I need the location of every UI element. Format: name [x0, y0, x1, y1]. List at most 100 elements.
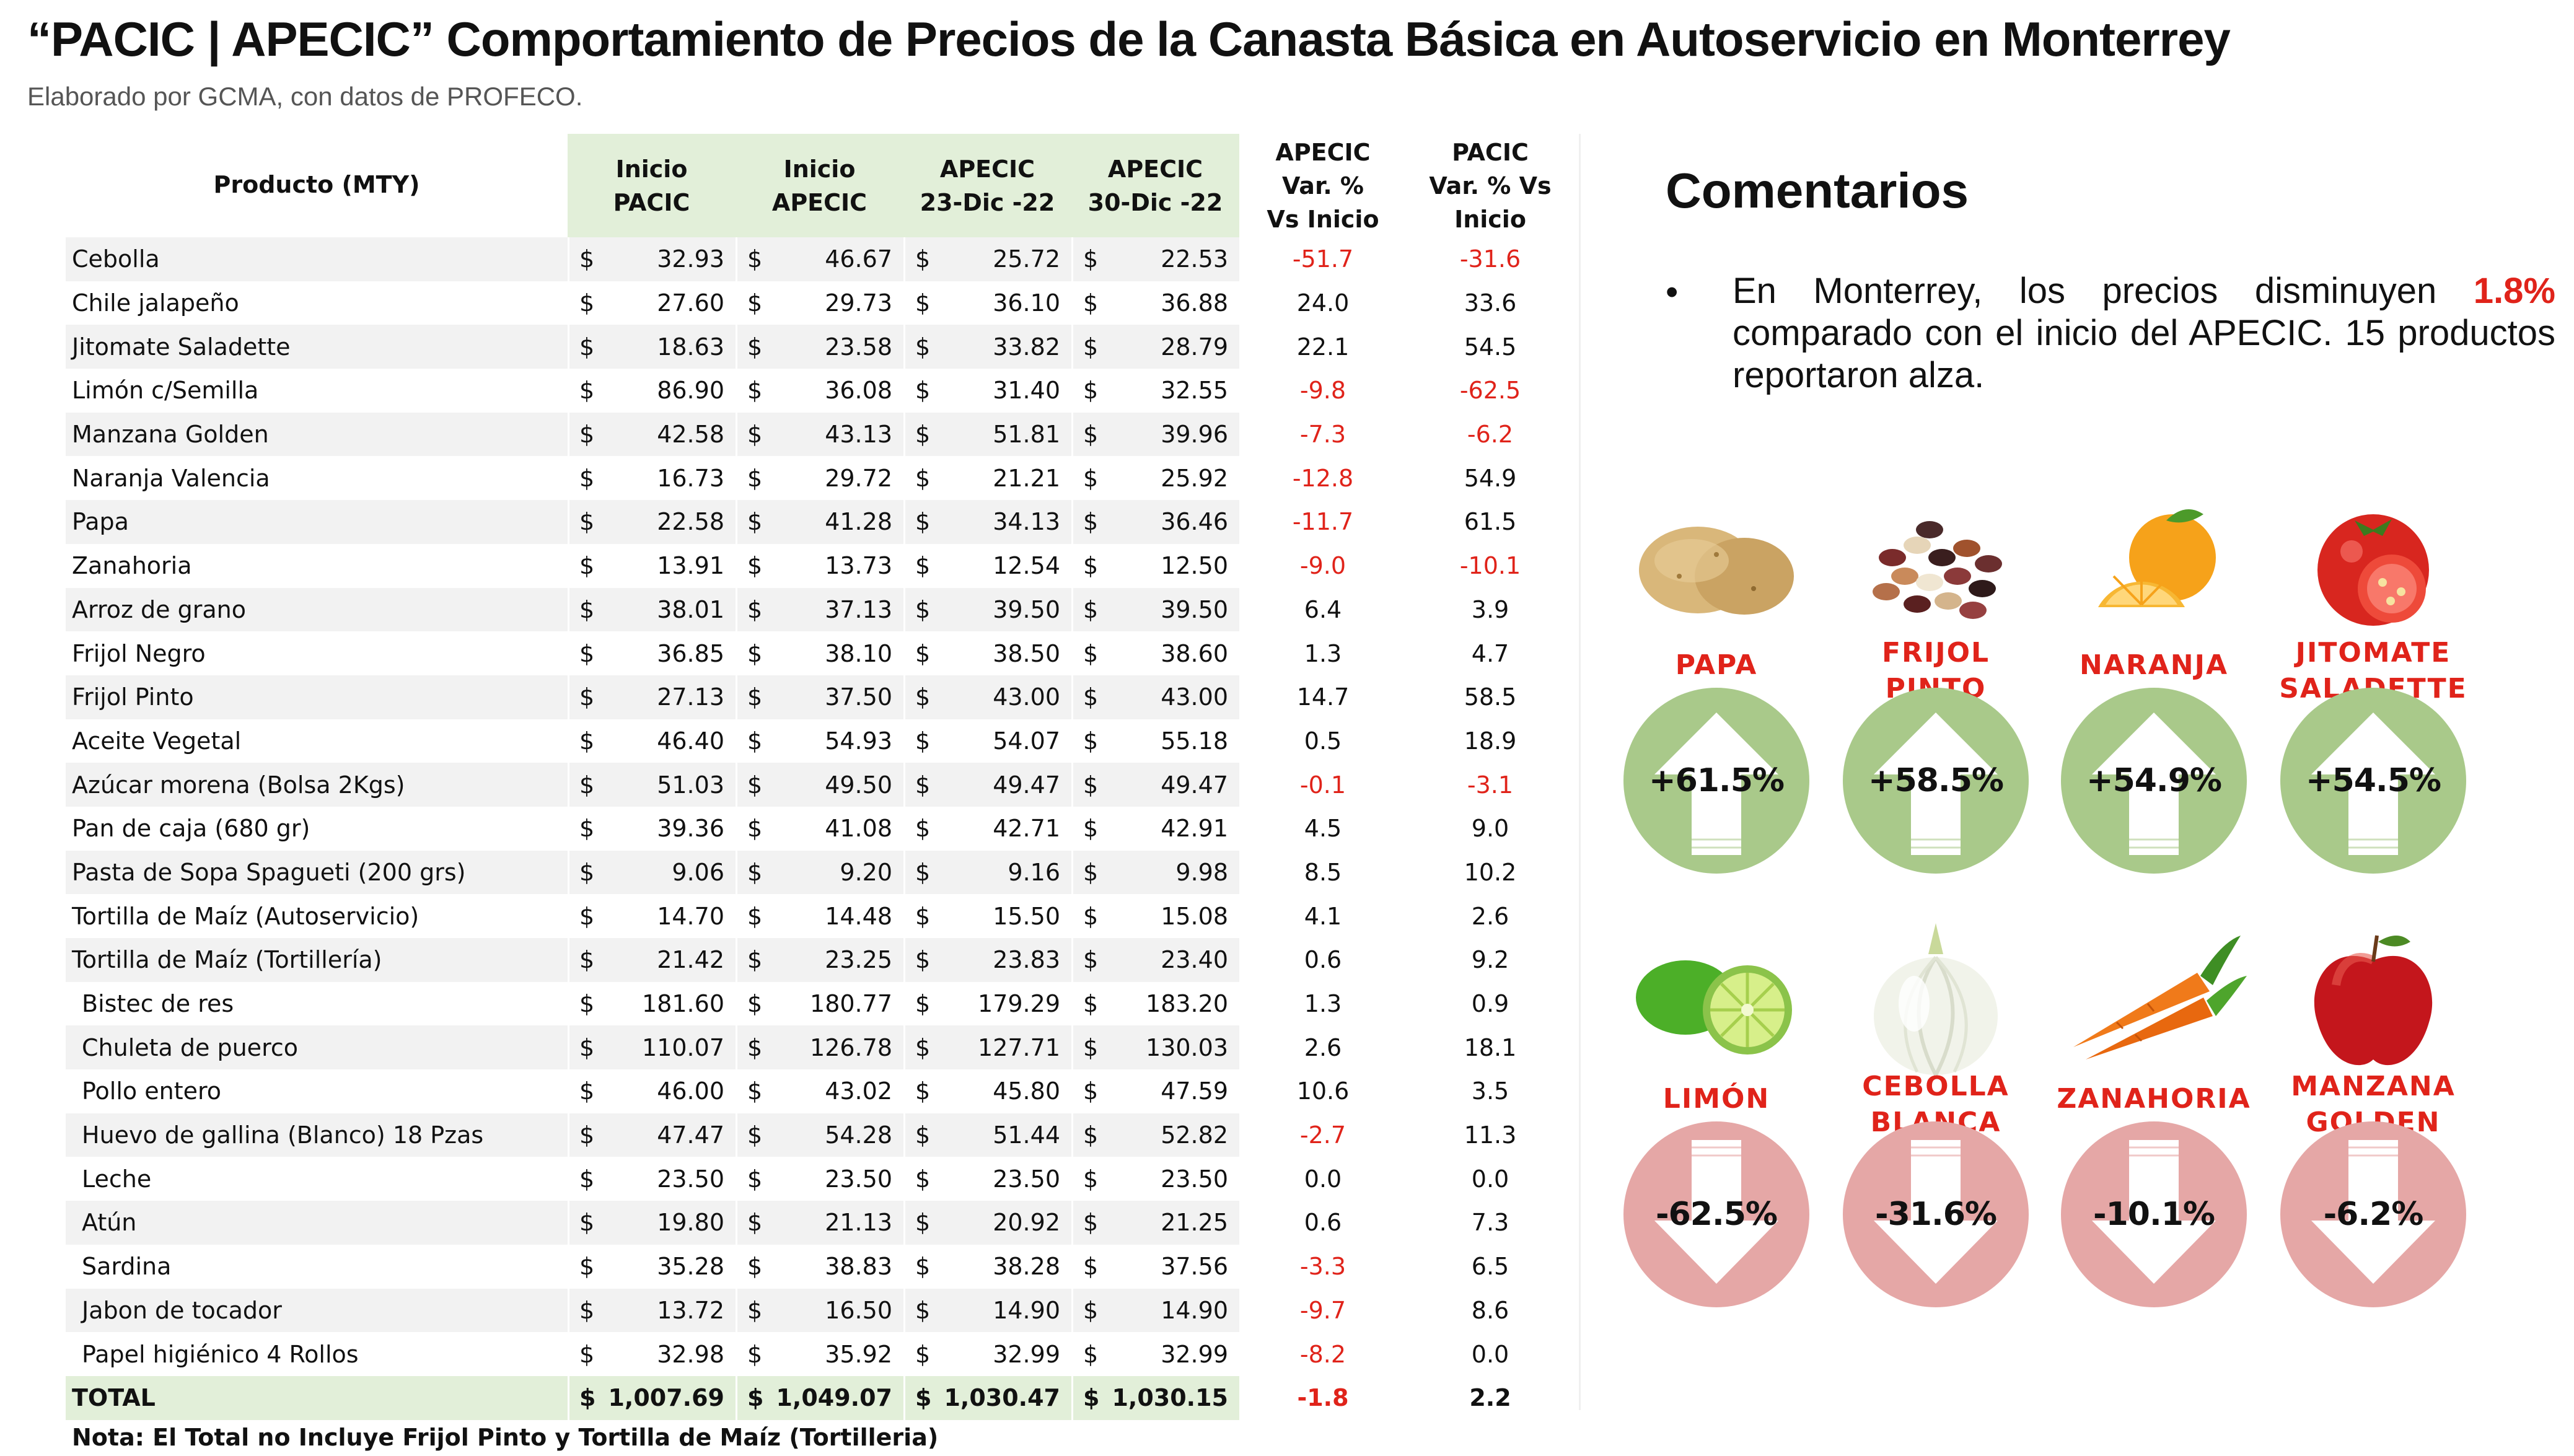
- price-cell-inicio-pacic: $110.07: [568, 1025, 736, 1070]
- variation-var-apecic: 24.0: [1239, 281, 1407, 325]
- price-value: $32.99: [1073, 1341, 1239, 1368]
- price-value: $46.40: [569, 727, 736, 755]
- currency-symbol: $: [747, 1209, 763, 1237]
- table-row: Frijol Pinto $27.13 $37.50 $43.00 $43.00 14.7…: [66, 675, 1574, 719]
- variation-var-pacic: 33.6: [1407, 281, 1574, 325]
- price-table: Producto (MTY) Inicio PACIC Inicio APECI…: [66, 134, 1574, 1420]
- variation-var-pacic: 11.3: [1407, 1113, 1574, 1157]
- price-cell-inicio-apecic: $23.25: [736, 938, 903, 982]
- price-cell-inicio-pacic: $32.93: [568, 237, 736, 281]
- amount: 23.50: [657, 1165, 724, 1193]
- table-row: Huevo de gallina (Blanco) 18 Pzas $47.47 $…: [66, 1113, 1574, 1157]
- decrease-arrow-icon: -31.6%: [1843, 1121, 2029, 1307]
- currency-symbol: $: [1083, 333, 1099, 361]
- price-value: $22.58: [569, 508, 736, 535]
- currency-symbol: $: [579, 1253, 595, 1281]
- currency-symbol: $: [915, 946, 931, 974]
- price-value: $36.88: [1073, 289, 1239, 317]
- product-name: Jitomate Saladette: [66, 325, 568, 369]
- price-value: $23.25: [737, 946, 903, 973]
- amount: 32.55: [1161, 377, 1228, 405]
- variation-var-apecic: 6.4: [1239, 587, 1407, 632]
- price-cell-inicio-apecic: $36.08: [736, 369, 903, 413]
- price-value: $13.73: [737, 552, 903, 579]
- amount: 22.53: [1161, 245, 1228, 273]
- amount: 54.93: [825, 727, 892, 755]
- amount: 55.18: [1161, 727, 1228, 755]
- price-value: $23.50: [905, 1165, 1071, 1193]
- table-body: Cebolla $32.93 $46.67 $25.72 $22.53 -51.7 -31.…: [66, 237, 1574, 1420]
- price-value: $49.47: [1073, 771, 1239, 799]
- product-name: Chuleta de puerco: [66, 1025, 568, 1070]
- amount: 9.16: [1008, 858, 1060, 886]
- amount: 127.71: [978, 1033, 1060, 1061]
- currency-symbol: $: [915, 683, 931, 711]
- table-row: Pollo entero $46.00 $43.02 $45.80 $47.59 10.6…: [66, 1069, 1574, 1113]
- amount: 9.20: [840, 858, 892, 886]
- product-name: Bistec de res: [66, 981, 568, 1026]
- variation-value: +61.5%: [1649, 762, 1785, 799]
- header-line: Var. %: [1281, 172, 1364, 200]
- price-cell-apecic-23dic: $12.54: [903, 543, 1071, 588]
- price-cell-apecic-30dic: $9.98: [1071, 850, 1239, 895]
- currency-symbol: $: [747, 595, 763, 623]
- price-value: $31.40: [905, 377, 1071, 404]
- table-row: Manzana Golden $42.58 $43.13 $51.81 $39.96 -7…: [66, 412, 1574, 457]
- amount: 21.21: [993, 464, 1060, 492]
- currency-symbol: $: [747, 815, 763, 843]
- price-value: $13.91: [569, 552, 736, 579]
- product-name: TOTAL: [66, 1375, 568, 1420]
- price-value: $38.28: [905, 1253, 1071, 1280]
- amount: 38.60: [1161, 639, 1228, 667]
- amount: 51.81: [993, 421, 1060, 449]
- currency-symbol: $: [579, 508, 595, 536]
- product-name: Frijol Pinto: [66, 675, 568, 719]
- price-value: $9.16: [905, 859, 1071, 886]
- amount: 181.60: [642, 990, 724, 1018]
- price-cell-apecic-23dic: $31.40: [903, 369, 1071, 413]
- variation-value: +58.5%: [1868, 762, 2004, 799]
- tomato-icon: [2280, 483, 2466, 644]
- product-name: Jabon de tocador: [66, 1288, 568, 1333]
- amount: 46.00: [657, 1077, 724, 1105]
- currency-symbol: $: [579, 333, 595, 361]
- currency-symbol: $: [747, 508, 763, 536]
- price-value: $35.92: [737, 1341, 903, 1368]
- amount: 45.80: [993, 1077, 1060, 1105]
- price-cell-apecic-23dic: $38.28: [903, 1244, 1071, 1289]
- variation-var-apecic: 10.6: [1239, 1069, 1407, 1113]
- amount: 49.47: [1161, 771, 1228, 799]
- currency-symbol: $: [579, 1384, 596, 1412]
- price-value: $51.03: [569, 771, 736, 799]
- amount: 54.07: [993, 727, 1060, 755]
- price-cell-apecic-23dic: $25.72: [903, 237, 1071, 281]
- amount: 13.73: [825, 552, 892, 580]
- variation-var-pacic: 10.2: [1407, 850, 1574, 895]
- table-row: Bistec de res $181.60 $180.77 $179.29 $183.2…: [66, 981, 1574, 1026]
- product-name: Pasta de Sopa Spagueti (200 grs): [66, 850, 568, 895]
- currency-symbol: $: [1083, 727, 1099, 755]
- currency-symbol: $: [1083, 595, 1099, 623]
- price-value: $41.08: [737, 815, 903, 842]
- currency-symbol: $: [1083, 902, 1099, 930]
- amount: 23.83: [993, 946, 1060, 974]
- amount: 23.25: [825, 946, 892, 974]
- currency-symbol: $: [747, 1077, 763, 1105]
- currency-symbol: $: [747, 333, 763, 361]
- amount: 38.50: [993, 639, 1060, 667]
- price-cell-inicio-pacic: $46.00: [568, 1069, 736, 1113]
- currency-symbol: $: [747, 858, 763, 886]
- currency-symbol: $: [915, 333, 931, 361]
- product-label-line: JITOMATE: [2295, 637, 2451, 669]
- price-cell-inicio-apecic: $21.13: [736, 1201, 903, 1245]
- amount: 23.50: [825, 1165, 892, 1193]
- variation-var-apecic: 4.1: [1239, 894, 1407, 938]
- price-value: $1,049.07: [737, 1384, 903, 1411]
- table-row: Cebolla $32.93 $46.67 $25.72 $22.53 -51.7 -31.…: [66, 237, 1574, 281]
- price-cell-apecic-30dic: $32.99: [1071, 1332, 1239, 1376]
- currency-symbol: $: [579, 245, 595, 273]
- currency-symbol: $: [579, 377, 595, 405]
- price-cell-inicio-pacic: $13.91: [568, 543, 736, 588]
- variation-var-pacic: -10.1: [1407, 543, 1574, 588]
- currency-symbol: $: [915, 990, 931, 1018]
